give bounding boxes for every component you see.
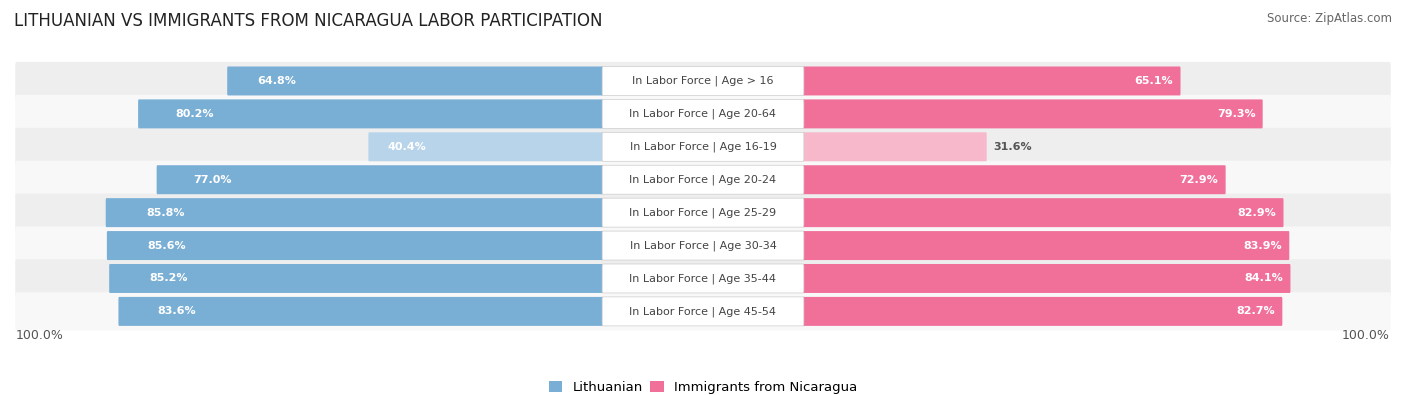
- Text: LITHUANIAN VS IMMIGRANTS FROM NICARAGUA LABOR PARTICIPATION: LITHUANIAN VS IMMIGRANTS FROM NICARAGUA …: [14, 12, 603, 30]
- FancyBboxPatch shape: [107, 231, 603, 260]
- Text: 64.8%: 64.8%: [257, 76, 297, 86]
- FancyBboxPatch shape: [15, 95, 1391, 133]
- Text: 83.9%: 83.9%: [1243, 241, 1282, 250]
- Text: In Labor Force | Age 25-29: In Labor Force | Age 25-29: [630, 207, 776, 218]
- FancyBboxPatch shape: [602, 198, 804, 227]
- FancyBboxPatch shape: [803, 132, 987, 161]
- Text: In Labor Force | Age 20-24: In Labor Force | Age 20-24: [630, 175, 776, 185]
- FancyBboxPatch shape: [602, 66, 804, 96]
- FancyBboxPatch shape: [803, 231, 1289, 260]
- Text: Source: ZipAtlas.com: Source: ZipAtlas.com: [1267, 12, 1392, 25]
- Text: 31.6%: 31.6%: [993, 142, 1032, 152]
- FancyBboxPatch shape: [602, 231, 804, 260]
- Text: 40.4%: 40.4%: [388, 142, 426, 152]
- FancyBboxPatch shape: [602, 132, 804, 161]
- Text: In Labor Force | Age 45-54: In Labor Force | Age 45-54: [630, 306, 776, 317]
- FancyBboxPatch shape: [15, 128, 1391, 166]
- FancyBboxPatch shape: [105, 198, 603, 227]
- Text: 72.9%: 72.9%: [1180, 175, 1219, 185]
- FancyBboxPatch shape: [156, 165, 603, 194]
- FancyBboxPatch shape: [15, 260, 1391, 297]
- Legend: Lithuanian, Immigrants from Nicaragua: Lithuanian, Immigrants from Nicaragua: [548, 381, 858, 394]
- FancyBboxPatch shape: [15, 161, 1391, 199]
- Text: 100.0%: 100.0%: [1343, 329, 1391, 342]
- Text: 85.2%: 85.2%: [149, 273, 187, 284]
- FancyBboxPatch shape: [602, 264, 804, 293]
- Text: 80.2%: 80.2%: [176, 109, 214, 119]
- FancyBboxPatch shape: [15, 226, 1391, 265]
- FancyBboxPatch shape: [803, 198, 1284, 227]
- FancyBboxPatch shape: [803, 297, 1282, 326]
- FancyBboxPatch shape: [110, 264, 603, 293]
- FancyBboxPatch shape: [15, 194, 1391, 232]
- Text: In Labor Force | Age 30-34: In Labor Force | Age 30-34: [630, 240, 776, 251]
- FancyBboxPatch shape: [602, 165, 804, 194]
- Text: 85.6%: 85.6%: [148, 241, 186, 250]
- FancyBboxPatch shape: [118, 297, 603, 326]
- FancyBboxPatch shape: [15, 62, 1391, 100]
- Text: 85.8%: 85.8%: [146, 208, 184, 218]
- FancyBboxPatch shape: [803, 165, 1226, 194]
- FancyBboxPatch shape: [602, 100, 804, 128]
- Text: 84.1%: 84.1%: [1244, 273, 1284, 284]
- Text: In Labor Force | Age > 16: In Labor Force | Age > 16: [633, 76, 773, 86]
- Text: In Labor Force | Age 16-19: In Labor Force | Age 16-19: [630, 141, 776, 152]
- Text: 65.1%: 65.1%: [1135, 76, 1173, 86]
- FancyBboxPatch shape: [368, 132, 603, 161]
- Text: 100.0%: 100.0%: [15, 329, 63, 342]
- FancyBboxPatch shape: [803, 66, 1181, 96]
- FancyBboxPatch shape: [15, 292, 1391, 331]
- Text: 82.7%: 82.7%: [1236, 307, 1275, 316]
- Text: 79.3%: 79.3%: [1216, 109, 1256, 119]
- Text: In Labor Force | Age 20-64: In Labor Force | Age 20-64: [630, 109, 776, 119]
- FancyBboxPatch shape: [803, 264, 1291, 293]
- Text: 83.6%: 83.6%: [157, 307, 197, 316]
- Text: 82.9%: 82.9%: [1237, 208, 1277, 218]
- FancyBboxPatch shape: [228, 66, 603, 96]
- Text: In Labor Force | Age 35-44: In Labor Force | Age 35-44: [630, 273, 776, 284]
- FancyBboxPatch shape: [138, 100, 603, 128]
- FancyBboxPatch shape: [803, 100, 1263, 128]
- Text: 77.0%: 77.0%: [193, 175, 232, 185]
- FancyBboxPatch shape: [602, 297, 804, 326]
